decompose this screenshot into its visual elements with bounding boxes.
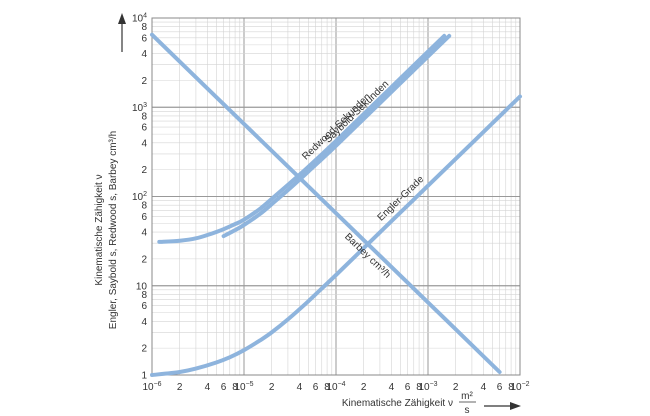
- x-axis-label: Kinematische Zähigkeit ν: [342, 398, 453, 409]
- x-minor-tick-label: 4: [389, 382, 395, 393]
- barbey-curve: [150, 32, 502, 374]
- x-minor-tick-label: 2: [361, 382, 367, 393]
- y-minor-tick-label: 6: [141, 212, 147, 223]
- y-minor-tick-label: 8: [141, 22, 147, 33]
- x-minor-tick-label: 4: [481, 382, 487, 393]
- y-minor-tick-label: 4: [141, 49, 147, 60]
- y-major-tick-label: 104: [132, 13, 147, 25]
- y-major-tick-label: 103: [132, 102, 147, 114]
- x-minor-tick-label: 6: [221, 382, 227, 393]
- y-axis-label-line1: Kinematische Zähigkeit ν: [94, 174, 105, 285]
- grid: [151, 17, 521, 376]
- tick-labels: 10−6 10−5 10−4 10−3 10−22 4 6 8 2 4 6 8 2 4 6 8 2 4 6 81101…: [132, 13, 530, 394]
- y-axis-label-line2: Engler, Saybold s, Redwood s, Barbey cm³…: [108, 131, 119, 329]
- y-minor-tick-label: 2: [141, 76, 147, 87]
- y-minor-tick-label: 8: [141, 111, 147, 122]
- x-minor-tick-label: 8: [324, 382, 330, 393]
- y-major-tick-label: 10: [136, 281, 148, 292]
- x-major-tick-label: 10−6: [142, 381, 161, 393]
- y-axis-arrowhead: [118, 13, 126, 24]
- x-minor-tick-label: 4: [297, 382, 303, 393]
- saybold-curve: [221, 33, 452, 239]
- x-unit-denominator: s: [465, 405, 470, 416]
- x-minor-tick-label: 8: [508, 382, 514, 393]
- y-minor-tick-label: 4: [141, 138, 147, 149]
- y-major-tick-label: 1: [141, 371, 147, 382]
- x-minor-tick-label: 8: [232, 382, 238, 393]
- x-major-tick-label: 10−4: [326, 381, 345, 393]
- x-minor-tick-label: 6: [313, 382, 319, 393]
- y-minor-tick-label: 4: [141, 317, 147, 328]
- barbey-label: Barbey cm³/h: [342, 231, 392, 280]
- y-minor-tick-label: 6: [141, 33, 147, 44]
- x-minor-tick-label: 8: [416, 382, 422, 393]
- plot-frame: [151, 17, 521, 376]
- x-major-tick-label: 10−5: [234, 381, 253, 393]
- y-minor-tick-label: 2: [141, 254, 147, 265]
- curves: [150, 32, 522, 377]
- y-minor-tick-label: 8: [141, 201, 147, 212]
- y-major-tick-label: 102: [132, 191, 147, 203]
- x-major-tick-label: 10−2: [510, 381, 529, 393]
- y-minor-tick-label: 4: [141, 228, 147, 239]
- x-axis-arrowhead: [510, 402, 521, 410]
- y-minor-tick-label: 8: [141, 290, 147, 301]
- x-major-tick-label: 10−3: [418, 381, 437, 393]
- engler-curve: [150, 94, 522, 377]
- x-minor-tick-label: 6: [497, 382, 503, 393]
- x-minor-tick-label: 6: [405, 382, 411, 393]
- y-minor-tick-label: 6: [141, 123, 147, 134]
- x-minor-tick-label: 2: [177, 382, 183, 393]
- y-minor-tick-label: 2: [141, 165, 147, 176]
- redwood-curve: [157, 33, 447, 244]
- saybold-label: Saybold-Sekunden: [323, 79, 391, 146]
- x-minor-tick-label: 2: [453, 382, 459, 393]
- y-minor-tick-label: 2: [141, 344, 147, 355]
- y-minor-tick-label: 6: [141, 301, 147, 312]
- x-unit-numerator: m²: [461, 391, 473, 402]
- x-minor-tick-label: 2: [269, 382, 275, 393]
- x-minor-tick-label: 4: [205, 382, 211, 393]
